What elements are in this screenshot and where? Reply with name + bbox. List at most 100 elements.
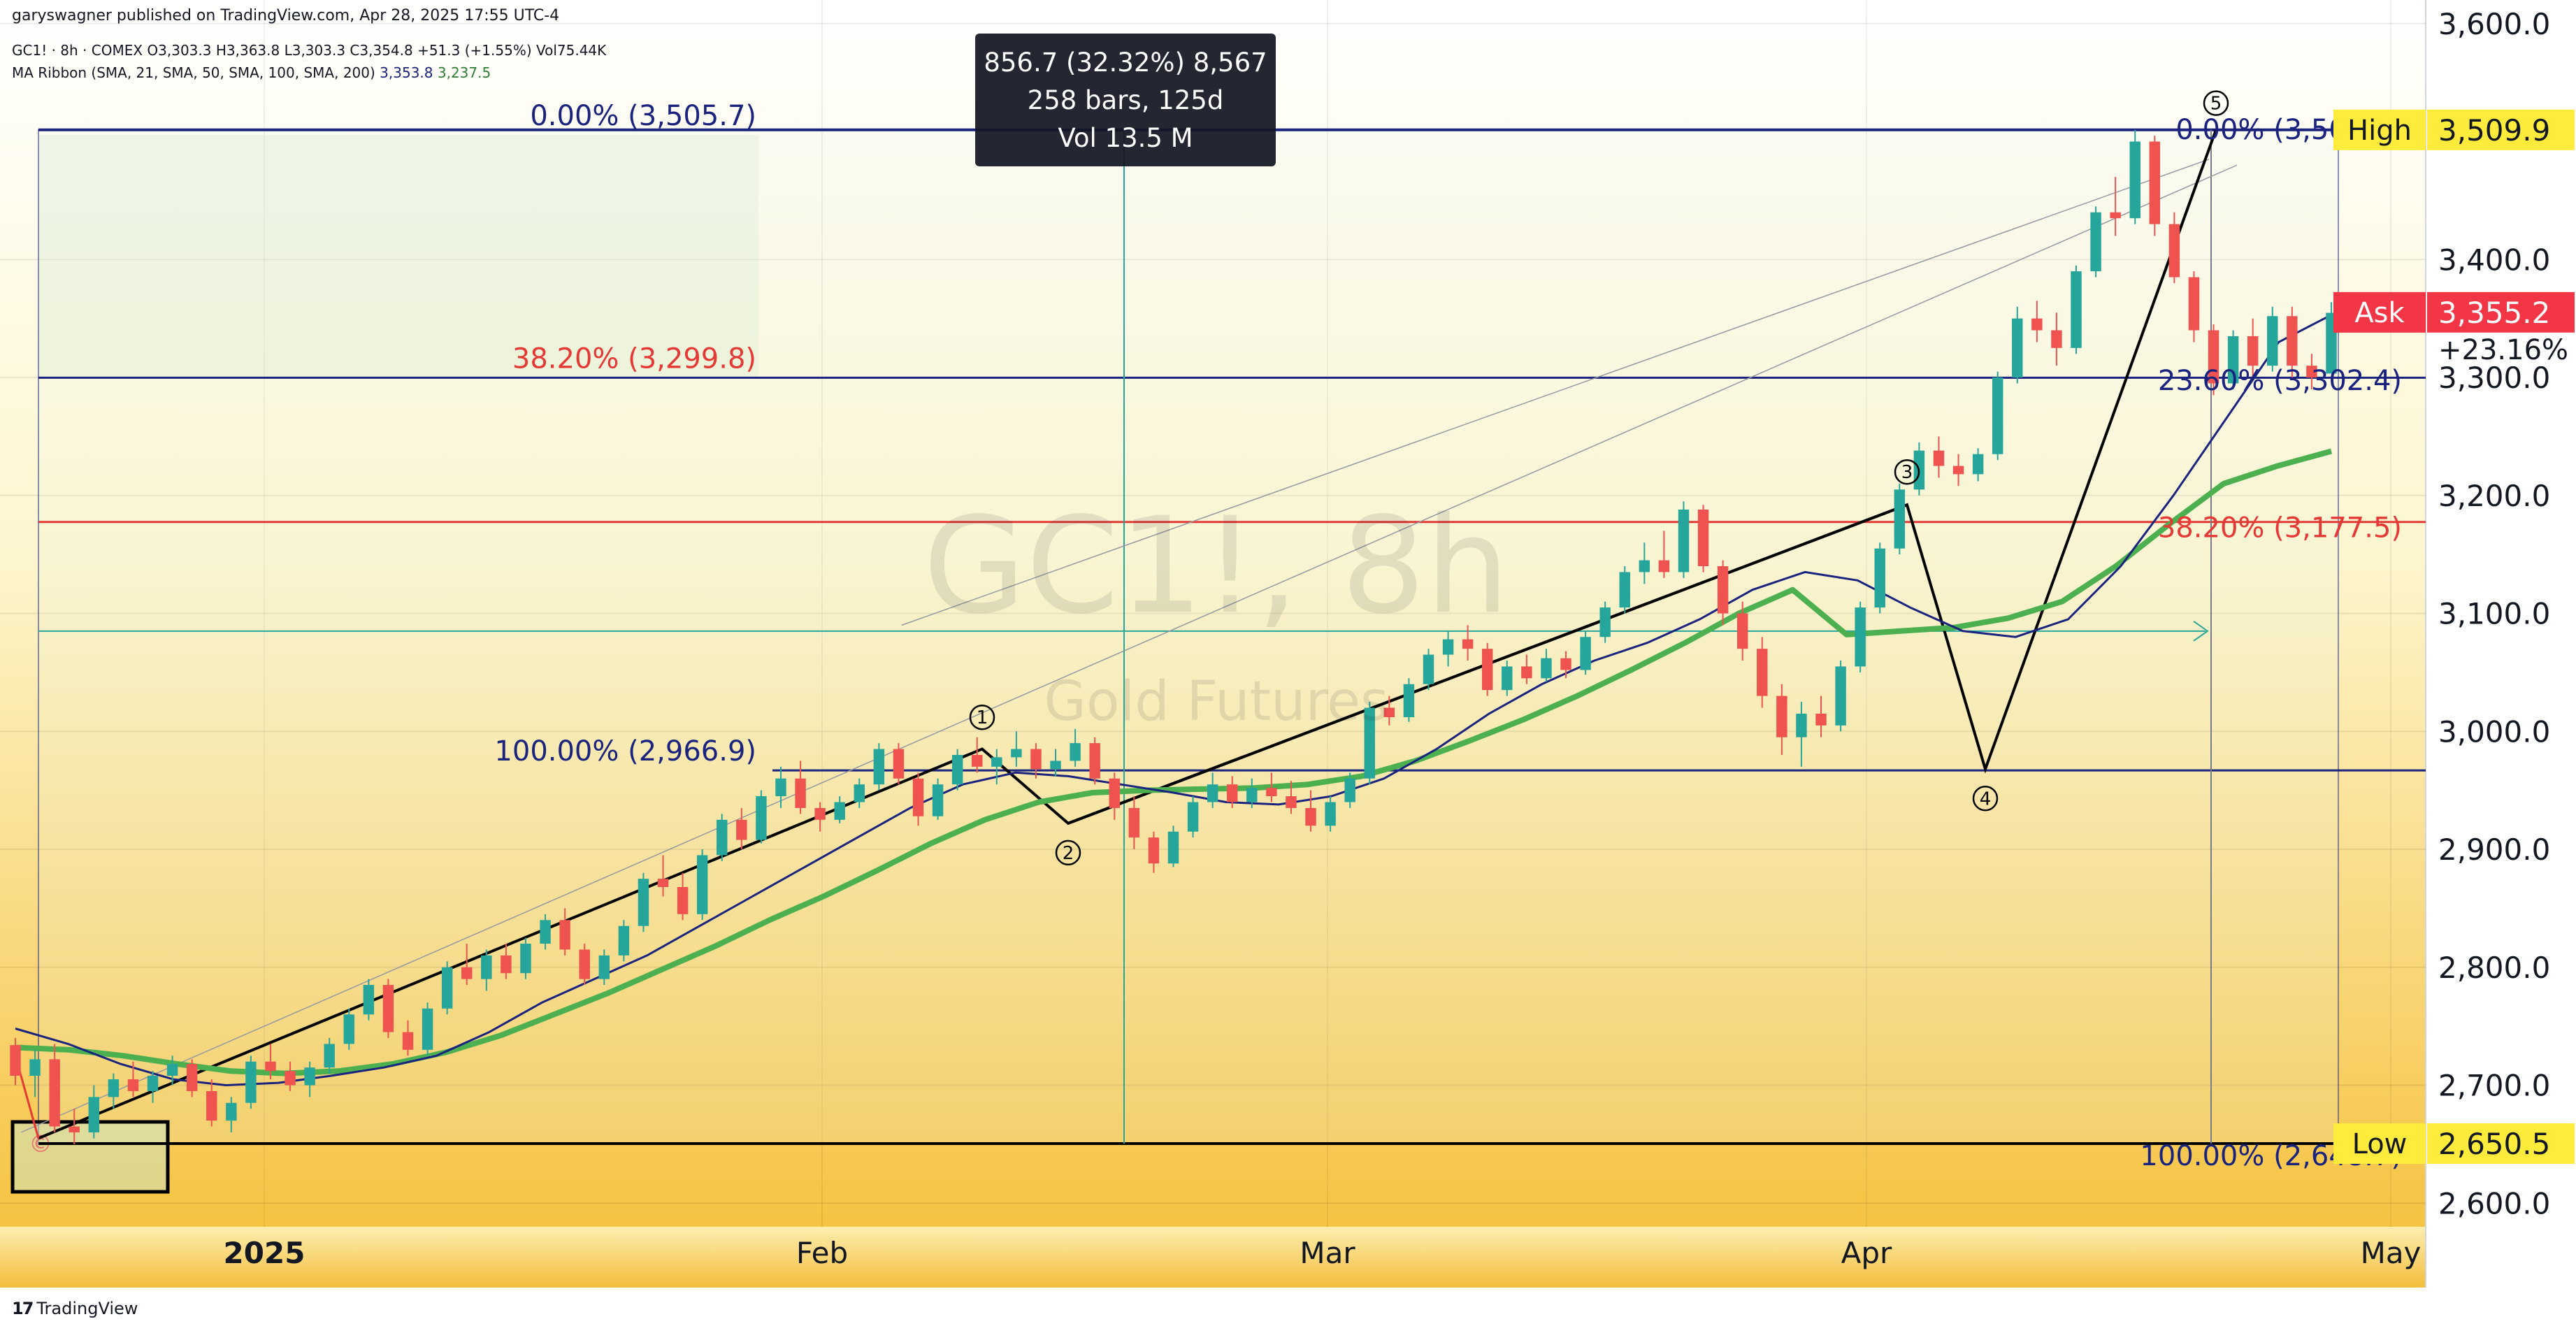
low-highlight-box — [10, 1120, 170, 1194]
high-value-box — [2427, 109, 2575, 150]
candle-body — [402, 1032, 414, 1050]
high-label: High — [2347, 115, 2412, 147]
channel-line-lower — [20, 164, 2238, 1133]
candle-body — [2247, 336, 2259, 366]
candle-body — [598, 955, 610, 979]
time-tick-label: 2025 — [224, 1236, 305, 1270]
high-value: 3,509.9 — [2438, 113, 2550, 147]
candle-body — [2287, 316, 2298, 366]
candle-body — [88, 1097, 100, 1132]
candle-body — [1286, 796, 1297, 808]
candle-body — [618, 925, 630, 956]
candle-body — [2227, 336, 2239, 384]
candle-body — [324, 1044, 335, 1068]
candle-body — [1697, 510, 1709, 566]
candle-body — [2110, 212, 2121, 219]
candle-body — [1070, 743, 1081, 761]
candle-body — [382, 985, 394, 1032]
candle-body — [2031, 318, 2043, 331]
candle-body — [1246, 788, 1258, 802]
candle-body — [677, 887, 689, 914]
candle-body — [1560, 658, 1571, 670]
candle-body — [1481, 649, 1493, 691]
candle-body — [1992, 377, 2003, 454]
tradingview-logo-icon: 17 — [12, 1299, 34, 1318]
candle-body — [245, 1061, 257, 1103]
wave-labels: 1 2 3 4 5 — [969, 90, 2229, 866]
candle-body — [795, 778, 806, 808]
ma-ribbon-label: MA Ribbon (SMA, 21, SMA, 50, SMA, 100, S… — [12, 64, 375, 81]
price-tick-label: 3,000.0 — [2438, 714, 2550, 749]
wave-circle — [1972, 786, 1999, 812]
candle-body — [854, 784, 865, 802]
candle-body — [972, 755, 983, 767]
time-axis: 2025 Feb Mar Apr May — [224, 1236, 2422, 1270]
candle-body — [363, 985, 375, 1015]
tradingview-brand[interactable]: 17 TradingView — [12, 1299, 138, 1318]
wave-circle — [1055, 840, 1081, 866]
high-label-box — [2333, 109, 2426, 150]
ma-value-fast: 3,353.8 — [380, 64, 433, 81]
time-tick-label: Mar — [1300, 1236, 1355, 1270]
candle-body — [1167, 831, 1179, 864]
candle-body — [166, 1064, 178, 1076]
fib-label-right: 23.60% (3,302.4) — [2158, 365, 2402, 397]
wave-label: 5 — [2210, 94, 2222, 115]
candle-body — [1599, 607, 1611, 637]
candle-body — [441, 967, 453, 1009]
candle-body — [559, 920, 570, 950]
price-tick-label: 3,100.0 — [2438, 597, 2550, 631]
candle-body — [1835, 666, 1846, 726]
candle-body — [834, 802, 845, 820]
candle-body — [2051, 330, 2062, 348]
candle-body — [127, 1079, 139, 1091]
ma-value-slow: 3,237.5 — [437, 64, 491, 81]
candle-body — [2149, 141, 2161, 224]
candle-body — [1266, 788, 1277, 797]
candle-body — [912, 778, 924, 816]
candle-body — [1619, 572, 1630, 608]
tooltip-line: 856.7 (32.32%) 8,567 — [984, 48, 1267, 78]
candle-body — [638, 879, 649, 926]
candle-body — [1521, 666, 1532, 679]
candle-body — [2012, 318, 2023, 377]
candle-body — [1148, 837, 1160, 864]
candle-body — [1678, 510, 1690, 572]
ask-label: Ask — [2354, 297, 2405, 329]
candle-body — [1423, 654, 1434, 684]
price-tick-label: 2,800.0 — [2438, 951, 2550, 985]
candle-body — [1874, 548, 1885, 608]
candle-body — [756, 796, 767, 840]
candle-body — [1462, 639, 1474, 649]
gridlines — [0, 0, 2426, 1227]
tooltip-line: Vol 13.5 M — [1058, 123, 1193, 153]
wave-label: 1 — [977, 707, 988, 728]
candle-body — [69, 1126, 80, 1132]
candle-body — [1383, 707, 1395, 717]
candle-body — [2188, 277, 2200, 331]
fib-label-left: 0.00% (3,505.7) — [530, 100, 756, 132]
candle-body — [1757, 649, 1768, 696]
watermark: GC1!, 8h Gold Futures — [923, 489, 1509, 733]
watermark-symbol: GC1!, 8h — [923, 489, 1509, 643]
symbol-legend[interactable]: GC1! · 8h · COMEX O3,303.3 H3,363.8 L3,3… — [12, 42, 607, 59]
candle-body — [2208, 330, 2219, 384]
candle-body — [461, 967, 473, 979]
low-label-box — [2333, 1123, 2426, 1165]
candle-body — [186, 1064, 198, 1091]
wave-label: 3 — [1901, 462, 1913, 483]
candle-body — [873, 749, 885, 785]
candle-body — [1658, 560, 1670, 572]
candle-body — [1972, 454, 1984, 475]
candle-body — [1089, 743, 1100, 779]
ma-ribbon-legend[interactable]: MA Ribbon (SMA, 21, SMA, 50, SMA, 100, S… — [12, 64, 491, 81]
tooltip-box — [975, 34, 1276, 166]
time-tick-label: Apr — [1841, 1236, 1892, 1270]
candle-body — [285, 1071, 296, 1086]
measure-tooltip: 856.7 (32.32%) 8,567 258 bars, 125d Vol 13… — [975, 34, 1276, 166]
candle-body — [1187, 802, 1199, 832]
candle-body — [1030, 749, 1042, 770]
candle-body — [540, 920, 551, 944]
candle-body — [657, 879, 669, 887]
